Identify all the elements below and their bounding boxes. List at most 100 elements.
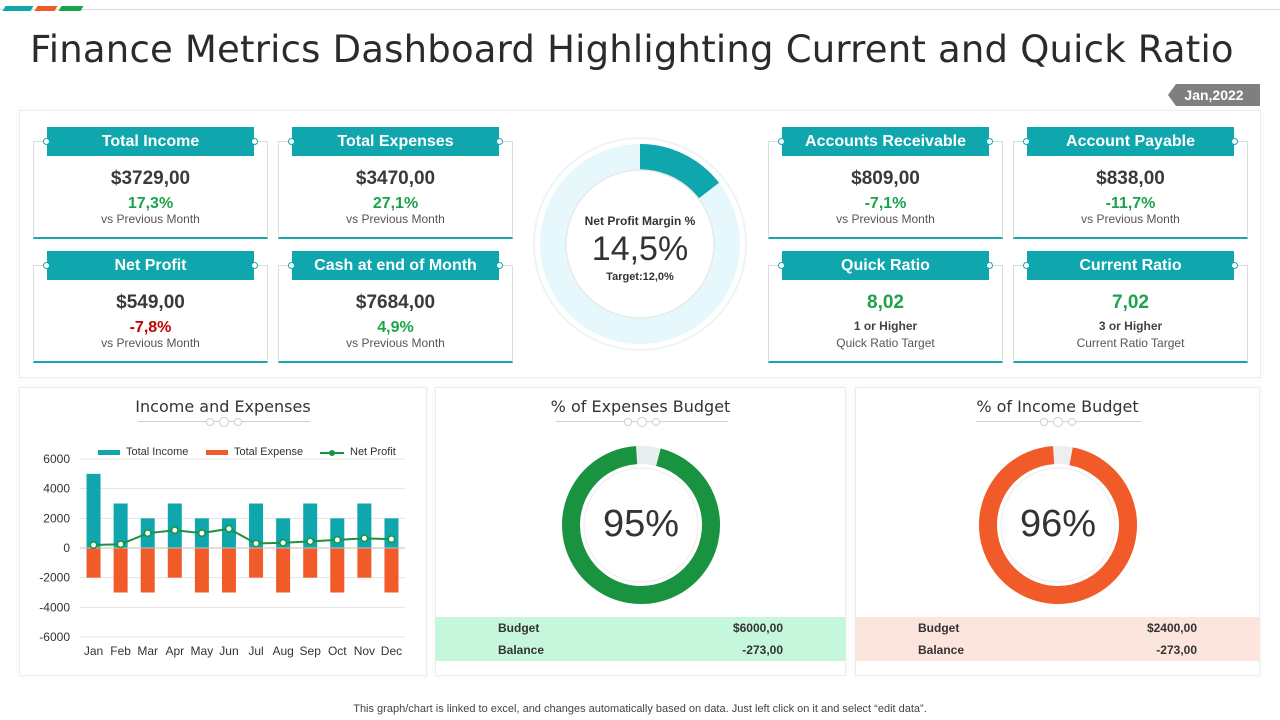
bar-total-expense xyxy=(86,548,101,578)
legend-swatch xyxy=(206,450,228,455)
kpi-value: $3729,00 xyxy=(110,168,191,189)
bar-total-income xyxy=(86,473,101,548)
kpi-change: 27,1% xyxy=(372,195,419,212)
kpi-label: Total Expenses xyxy=(337,133,454,150)
npm-inner-circle xyxy=(565,169,715,319)
y-tick-label: -4000 xyxy=(39,600,70,614)
header-dot xyxy=(496,138,503,145)
kpi-label: Net Profit xyxy=(114,257,187,274)
kpi-card-total-income[interactable]: Total Income $3729,00 17,3% vs Previous … xyxy=(33,127,268,239)
point-net-profit xyxy=(197,529,206,538)
chart-legend: Total Income Total Expense Net Profit xyxy=(98,446,408,460)
x-tick-label: Dec xyxy=(381,644,402,658)
x-tick-label: Jan xyxy=(84,644,103,658)
kpi-sub: vs Previous Month xyxy=(346,336,445,350)
kpi-value: $809,00 xyxy=(851,168,920,189)
kpi-header: Net Profit xyxy=(43,251,258,280)
donut-inner xyxy=(583,467,699,583)
balance-row: Balance -273,00 xyxy=(855,639,1260,661)
y-tick-label: 6000 xyxy=(43,452,70,466)
legend-label: Total Income xyxy=(126,446,189,458)
bar-total-expense xyxy=(167,548,182,578)
budget-value: $2400,00 xyxy=(1146,621,1197,635)
title-dots xyxy=(204,417,244,427)
bar-total-income xyxy=(303,503,318,548)
legend-total-income: Total Income xyxy=(98,446,188,458)
kpi-card-account-payable[interactable]: Account Payable $838,00 -11,7% vs Previo… xyxy=(1013,127,1248,239)
kpi-header: Current Ratio xyxy=(1023,251,1238,280)
accent-bar-teal xyxy=(2,6,34,11)
npm-value: 14,5% xyxy=(591,230,689,268)
kpi-card-current-ratio[interactable]: Current Ratio 7,02 3 or Higher Current R… xyxy=(1013,251,1248,363)
header-dot xyxy=(778,262,785,269)
title-dots xyxy=(622,417,662,427)
chart-title: % of Income Budget xyxy=(976,397,1139,416)
npm-center: Net Profit Margin % 14,5% Target:12,0% xyxy=(560,214,720,283)
footer-note: This graph/chart is linked to excel, and… xyxy=(353,703,927,715)
kpi-change: -7,8% xyxy=(129,319,172,336)
header-dot xyxy=(778,138,785,145)
header-dot xyxy=(288,138,295,145)
balance-label: Balance xyxy=(498,643,545,657)
kpi-change: 4,9% xyxy=(377,319,414,336)
chart-title: Income and Expenses xyxy=(135,397,311,416)
bar-total-expense xyxy=(194,548,209,593)
balance-value: -273,00 xyxy=(1156,643,1197,657)
page-title: Finance Metrics Dashboard Highlighting C… xyxy=(30,28,1234,71)
npm-progress-arc xyxy=(639,144,720,200)
kpi-label: Account Payable xyxy=(1066,133,1195,150)
kpi-card-net-profit[interactable]: Net Profit $549,00 -7,8% vs Previous Mon… xyxy=(33,251,268,363)
bar-total-expense xyxy=(249,548,264,578)
x-tick-label: Feb xyxy=(110,644,131,658)
npm-label: Net Profit Margin % xyxy=(584,214,696,228)
kpi-sub: vs Previous Month xyxy=(101,212,200,226)
income-expenses-chart[interactable]: 6000 4000 2000 0 -2000 -4000 -6000 Jan Feb Mar Apr… xyxy=(30,445,420,665)
kpi-sub: vs Previous Month xyxy=(1081,212,1180,226)
kpi-label: Cash at end of Month xyxy=(314,257,477,274)
income-budget-value: 96% xyxy=(1019,503,1097,545)
kpi-header: Account Payable xyxy=(1023,127,1238,156)
title-dot xyxy=(1040,418,1048,426)
expenses-budget-donut[interactable] xyxy=(560,444,722,606)
kpi-card-quick-ratio[interactable]: Quick Ratio 8,02 1 or Higher Quick Ratio… xyxy=(768,251,1003,363)
y-tick-label: 4000 xyxy=(43,482,70,496)
y-tick-label: -2000 xyxy=(39,571,70,585)
bar-total-expense xyxy=(276,548,291,593)
point-net-profit xyxy=(116,540,125,549)
title-dot xyxy=(637,417,647,427)
bar-total-expense xyxy=(140,548,155,593)
kpi-change: -7,1% xyxy=(864,195,907,212)
bar-total-income xyxy=(221,518,236,548)
kpi-value: 7,02 xyxy=(1112,292,1149,313)
budget-row: Budget $2400,00 xyxy=(855,617,1260,639)
budget-value: $6000,00 xyxy=(732,621,783,635)
donut-arc xyxy=(979,446,1137,604)
x-tick-label: Jun xyxy=(219,644,238,658)
legend-label: Net Profit xyxy=(350,446,396,458)
kpi-card-accounts-receivable[interactable]: Accounts Receivable $809,00 -7,1% vs Pre… xyxy=(768,127,1003,239)
point-net-profit xyxy=(360,534,369,543)
kpi-target: 3 or Higher xyxy=(1098,319,1163,333)
point-net-profit xyxy=(279,538,288,547)
legend-swatch xyxy=(98,450,120,455)
kpi-card-total-expenses[interactable]: Total Expenses $3470,00 27,1% vs Previou… xyxy=(278,127,513,239)
kpi-value: $7684,00 xyxy=(355,292,436,313)
kpi-header: Accounts Receivable xyxy=(778,127,993,156)
point-net-profit xyxy=(387,535,396,544)
donut-arc xyxy=(562,446,720,604)
balance-label: Balance xyxy=(918,643,965,657)
kpi-card-cash-end-of-month[interactable]: Cash at end of Month $7684,00 4,9% vs Pr… xyxy=(278,251,513,363)
bar-total-income xyxy=(167,503,182,548)
x-tick-label: Oct xyxy=(328,644,347,658)
balance-row: Balance -273,00 xyxy=(435,639,846,661)
x-tick-label: Sep xyxy=(300,644,322,658)
npm-target: Target:12,0% xyxy=(606,271,674,283)
y-tick-label: 0 xyxy=(63,541,70,555)
x-tick-label: Aug xyxy=(272,644,293,658)
point-net-profit xyxy=(225,524,233,533)
net-profit-margin-donut[interactable] xyxy=(532,136,748,352)
kpi-header: Quick Ratio xyxy=(778,251,993,280)
bar-total-expense xyxy=(303,548,318,578)
title-dot xyxy=(652,418,660,426)
income-budget-donut[interactable] xyxy=(977,444,1139,606)
